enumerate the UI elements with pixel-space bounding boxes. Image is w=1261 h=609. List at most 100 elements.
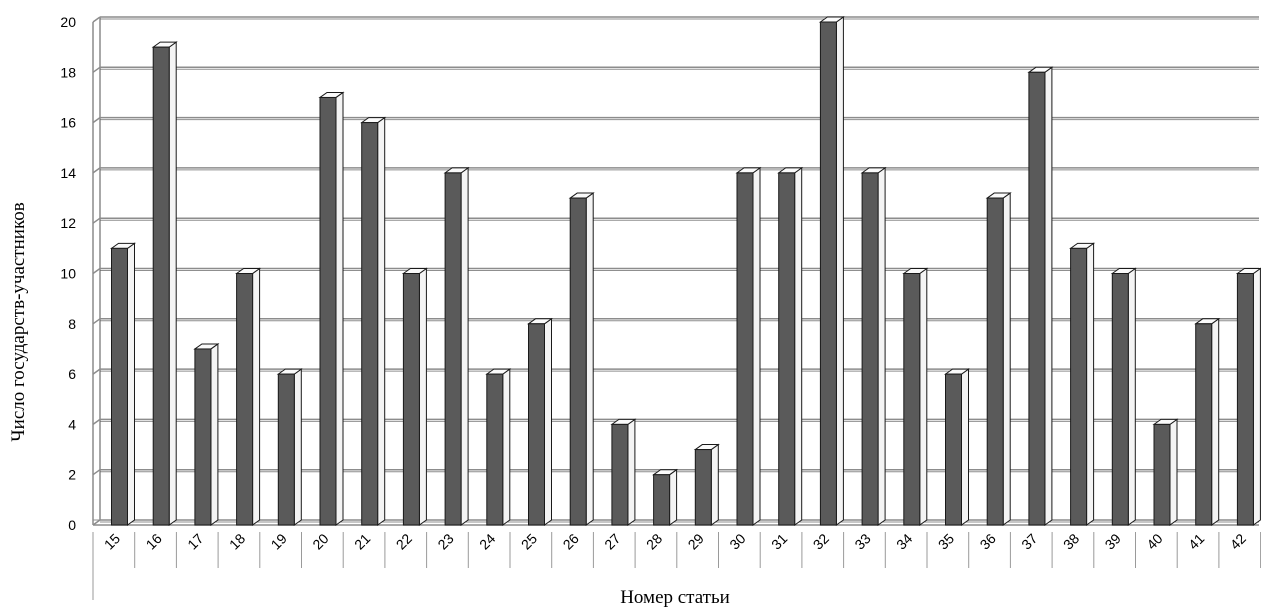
x-tick-label: 42 xyxy=(1227,530,1249,552)
bar-side xyxy=(293,368,302,526)
bar-front xyxy=(152,46,170,526)
bar-front xyxy=(402,273,420,526)
bar xyxy=(943,368,971,526)
bar-front xyxy=(653,474,671,526)
bar xyxy=(693,443,720,526)
gridline-stub xyxy=(92,167,101,174)
x-tick-label: 23 xyxy=(434,530,456,552)
bar-side xyxy=(502,368,511,526)
bar xyxy=(1069,242,1096,526)
bar-front xyxy=(986,197,1004,526)
y-tick-label: 4 xyxy=(68,416,76,432)
bar xyxy=(1110,267,1137,526)
x-tick-label: 39 xyxy=(1102,530,1124,552)
bar-front xyxy=(861,172,879,526)
x-tick-label: 15 xyxy=(101,530,123,552)
x-tick-label: 25 xyxy=(518,530,540,552)
y-tick-label: 8 xyxy=(68,316,76,332)
bar-front xyxy=(694,449,712,526)
bar xyxy=(193,342,220,526)
x-tick-label: 31 xyxy=(768,530,790,552)
bar-side xyxy=(669,468,678,526)
x-tick-label: 19 xyxy=(268,530,290,552)
x-tick-label: 40 xyxy=(1143,530,1165,552)
bar xyxy=(1152,418,1179,526)
bar-front xyxy=(1028,71,1046,526)
bar-side xyxy=(377,116,386,526)
bar-front xyxy=(111,247,128,526)
x-tick-label: 21 xyxy=(351,530,373,552)
x-tick-label: 24 xyxy=(476,530,498,552)
bar xyxy=(860,166,887,526)
bar-front xyxy=(361,122,379,526)
bar xyxy=(610,418,637,526)
bar-front xyxy=(1070,247,1088,526)
bar-side xyxy=(585,192,594,526)
bar-side xyxy=(835,16,844,526)
bar xyxy=(818,16,845,526)
gridline-stub xyxy=(92,318,101,325)
bar-side xyxy=(710,443,719,526)
bar xyxy=(652,468,679,526)
x-tick-label: 36 xyxy=(976,530,998,552)
x-tick-label: 16 xyxy=(142,530,164,552)
x-axis-title: Номер статьи xyxy=(620,587,730,608)
bar-front xyxy=(1195,323,1213,526)
bar xyxy=(1027,66,1054,526)
bar-front xyxy=(736,172,754,526)
bar xyxy=(1235,267,1261,526)
y-tick-label: 2 xyxy=(68,467,76,483)
x-tick-label: 41 xyxy=(1185,530,1207,552)
y-tick-label: 6 xyxy=(68,366,76,382)
x-tick-label: 35 xyxy=(935,530,957,552)
gridline-stub xyxy=(92,519,101,526)
y-tick-label: 12 xyxy=(60,215,76,231)
y-tick-label: 14 xyxy=(60,165,76,181)
y-tick-label: 20 xyxy=(60,14,76,30)
bar-front xyxy=(1153,423,1171,526)
bar-side xyxy=(877,166,886,526)
gridline-stub xyxy=(92,418,101,426)
y-tick-label: 18 xyxy=(60,64,76,80)
y-axis-title: Число государств-участников xyxy=(8,202,29,441)
bar-front xyxy=(236,273,254,526)
x-tick-label: 29 xyxy=(685,530,707,552)
bar-side xyxy=(1252,267,1261,526)
x-tick-label: 27 xyxy=(601,530,623,552)
x-tick-label: 26 xyxy=(559,530,581,552)
gridline-stub xyxy=(92,16,101,23)
bar-side xyxy=(961,368,969,526)
bar xyxy=(777,166,804,526)
bar xyxy=(276,368,303,526)
x-tick-label: 37 xyxy=(1018,530,1040,552)
bar-front xyxy=(611,423,629,526)
bar-front xyxy=(819,21,837,526)
bar-front xyxy=(1236,273,1254,526)
bar-front xyxy=(277,373,295,526)
y-tick-label: 10 xyxy=(60,266,76,282)
bar-side xyxy=(1169,418,1178,526)
bar-side xyxy=(919,267,928,526)
bars xyxy=(109,16,1261,526)
bar-side xyxy=(1127,267,1136,526)
x-tick-label: 20 xyxy=(309,530,331,552)
bar-side xyxy=(335,91,344,526)
x-tick-label: 33 xyxy=(851,530,873,552)
bar xyxy=(735,166,762,526)
bar-side xyxy=(794,166,803,526)
bar-front xyxy=(945,373,962,526)
bar-side xyxy=(252,267,261,526)
bar xyxy=(902,267,929,526)
gridline-stub xyxy=(92,217,101,224)
x-tick-label: 22 xyxy=(393,530,415,552)
bar xyxy=(360,116,387,526)
bar-front xyxy=(778,172,796,526)
bar-side xyxy=(1211,317,1220,526)
bar xyxy=(151,41,178,526)
bar xyxy=(401,267,428,526)
bar xyxy=(235,267,262,526)
bar-side xyxy=(418,267,427,526)
bar xyxy=(109,242,137,526)
bar xyxy=(318,91,345,526)
